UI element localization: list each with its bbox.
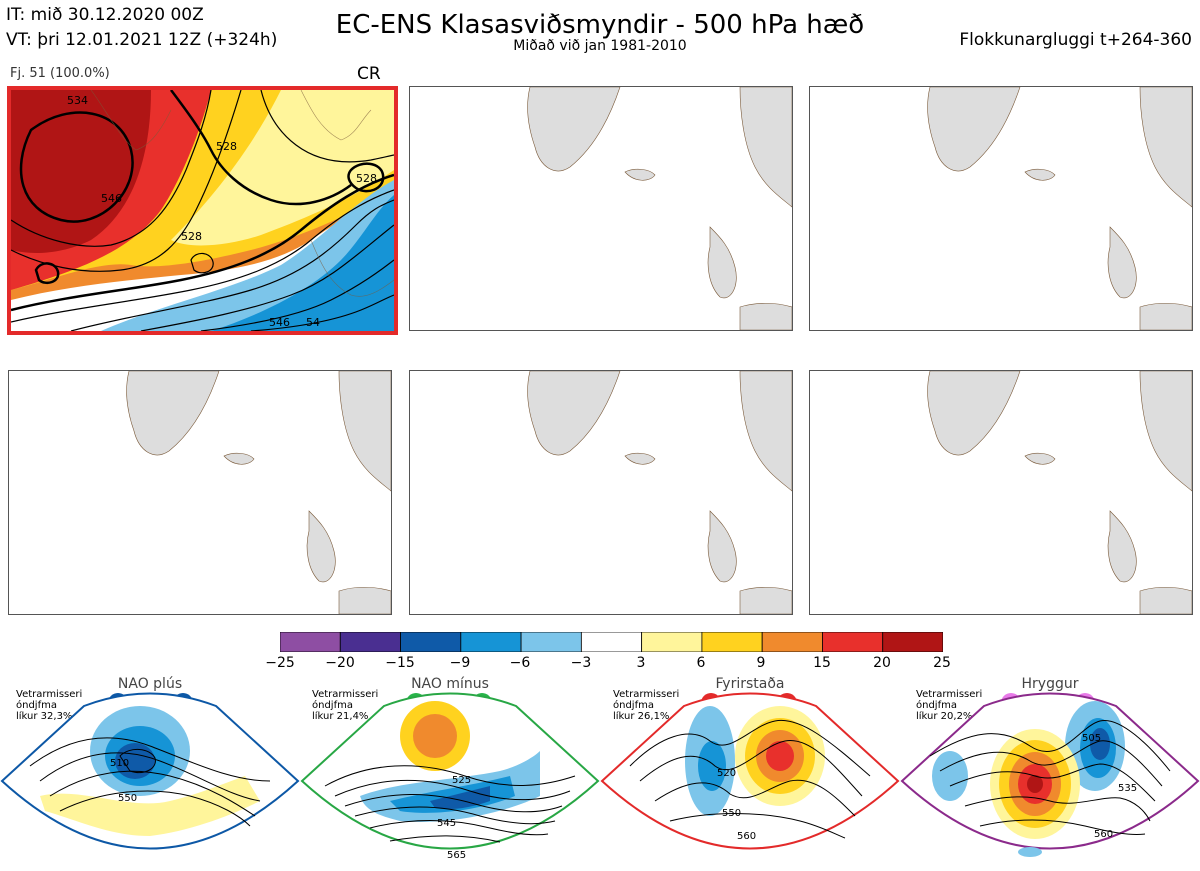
colorbar-tick: −9 [449,655,471,671]
colorbar-swatch [339,631,401,653]
regime-contour-label: 505 [1082,733,1101,744]
colorbar-swatch [400,631,462,653]
colorbar-tick: 6 [696,655,706,671]
colorbar-tick: −20 [325,655,355,671]
height-contours [11,90,394,331]
colorbar-swatch [641,631,703,653]
regime-panel-nao-minus[interactable]: NAO mínus Vetrarmisseri óndjfma líkur 21… [300,676,600,871]
colorbar-swatch [701,631,763,653]
regime-contour-label: 550 [118,793,137,804]
valid-time: VT: þri 12.01.2021 12Z (+324h) [6,30,278,50]
cluster-map: 528 546 528 528 546 534 54 [11,90,394,331]
regime-contour-label: 550 [722,808,741,819]
regime-contour-label: 560 [737,831,756,842]
colorbar-tick: 3 [636,655,646,671]
page-subtitle: Miðað við jan 1981-2010 [513,38,687,54]
anomaly-lightyellow-area [171,90,394,246]
regime-map-ridge: 505 535 560 [900,692,1200,857]
contour-label-528b: 528 [181,230,202,243]
regime-info-1: Vetrarmisseri [312,689,379,700]
regime-map-nao-plus: 510 550 [0,692,300,850]
regime-info-2: óndjfma [312,700,353,711]
map-2 [527,87,792,330]
colorbar-swatch [580,631,643,653]
regime-info-2: óndjfma [613,700,654,711]
regime-contour-label: 535 [1118,783,1137,794]
regime-info-1: Vetrarmisseri [916,689,983,700]
regime-panel-ridge[interactable]: Hryggur Vetrarmisseri óndjfma líkur 20,2… [900,676,1200,871]
map-3 [927,87,1192,330]
map-6 [927,371,1192,614]
contour-label-546: 546 [101,192,122,205]
map-4 [126,371,391,614]
regime-contour-label: 545 [437,818,456,829]
regime-info-3: líkur 21,4% [312,711,369,722]
regime-contour-label: 525 [452,775,471,786]
cluster-map-panel-3[interactable] [809,86,1193,331]
anomaly-darkred-area [11,90,151,253]
colorbar-tick: 20 [873,655,891,671]
contour-label-546b: 546 [269,316,290,329]
colorbar-tick: −15 [385,655,415,671]
regime-title: Fyrirstaða [715,676,785,692]
colorbar-tick: −25 [265,655,295,671]
colorbar-swatch [822,631,884,653]
colorbar-swatch [279,631,341,653]
anomaly-blue-area [211,195,394,331]
colorbar-tick: 25 [933,655,951,671]
colorbar-tick: 9 [756,655,766,671]
regime-info-2: óndjfma [16,700,57,711]
cluster-label: Fj. 51 (100.0%) [10,66,110,81]
colorbar-swatch [460,631,522,653]
regime-title: Hryggur [1021,676,1079,692]
contour-label-528c: 528 [356,172,377,185]
regime-title: NAO plús [117,676,183,692]
contour-label-534: 534 [67,94,88,107]
cluster-map-panel[interactable]: 528 546 528 528 546 534 54 [7,86,398,335]
regime-contour-label: 560 [1094,829,1113,840]
colorbar-tick: −6 [509,655,531,671]
colorbar-swatches [279,631,944,653]
init-time: IT: mið 30.12.2020 00Z [6,5,204,25]
cluster-map-panel-6[interactable] [809,370,1193,615]
regime-panel-nao-plus[interactable]: NAO plús Vetrarmisseri óndjfma líkur 32,… [0,676,300,871]
colorbar-swatch [520,631,582,653]
regime-info-1: Vetrarmisseri [16,689,83,700]
regime-contour-label: 565 [447,850,466,861]
colorbar [279,631,944,653]
regime-info-2: óndjfma [916,700,957,711]
classification-window: Flokkunargluggi t+264-360 [959,30,1192,50]
colorbar-labels: −25 −20 −15 −9 −6 −3 3 6 9 15 20 25 [260,655,963,675]
cluster-map-panel-4[interactable] [8,370,392,615]
regime-title: NAO mínus [411,676,489,692]
contour-label-54: 54 [306,316,320,329]
regime-contour-label: 510 [110,758,129,769]
regime-panel-blocking[interactable]: Fyrirstaða Vetrarmisseri óndjfma líkur 2… [600,676,900,871]
cluster-map-panel-2[interactable] [409,86,793,331]
regime-code: CR [357,64,381,84]
colorbar-swatch [761,631,823,653]
colorbar-tick: 15 [813,655,831,671]
regime-info-1: Vetrarmisseri [613,689,680,700]
colorbar-tick: −3 [570,655,592,671]
regime-info-3: líkur 26,1% [613,711,670,722]
colorbar-swatch [882,631,944,653]
regime-info-3: líkur 32,3% [16,711,73,722]
regime-map-nao-minus: 525 545 565 [300,692,600,861]
regime-map-blocking: 520 550 560 [600,692,900,850]
page-title: EC-ENS Klasasviðsmyndir - 500 hPa hæð [335,10,865,40]
contour-label-528a: 528 [216,140,237,153]
map-5 [527,371,792,614]
regime-contour-label: 520 [717,768,736,779]
regime-info-3: líkur 20,2% [916,711,973,722]
cluster-map-panel-5[interactable] [409,370,793,615]
